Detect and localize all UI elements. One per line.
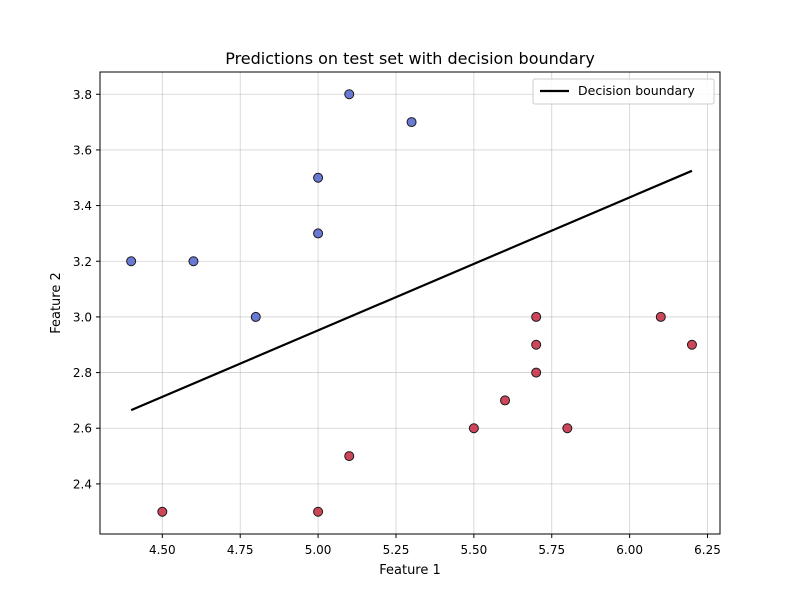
point-class-1 bbox=[531, 311, 542, 322]
x-tick-label: 5.00 bbox=[305, 543, 332, 557]
point-class-0 bbox=[344, 89, 355, 100]
x-axis-label: Feature 1 bbox=[379, 563, 441, 578]
x-tick-label: 6.25 bbox=[694, 543, 721, 557]
point-class-1 bbox=[344, 451, 355, 462]
y-tick-label: 3.6 bbox=[73, 143, 92, 157]
decision-boundary bbox=[130, 169, 693, 412]
scatter-points bbox=[126, 89, 697, 517]
y-tick-label: 3.0 bbox=[73, 310, 92, 324]
point-class-1 bbox=[531, 367, 542, 378]
point-class-0 bbox=[188, 256, 199, 267]
point-class-0 bbox=[313, 228, 324, 239]
y-axis-label: Feature 2 bbox=[49, 272, 64, 334]
point-class-1 bbox=[468, 423, 479, 434]
point-class-1 bbox=[562, 423, 573, 434]
x-tick-label: 4.50 bbox=[149, 543, 176, 557]
plot-area-frame bbox=[99, 71, 721, 535]
chart-title: Predictions on test set with decision bo… bbox=[225, 49, 595, 68]
x-tick-label: 4.75 bbox=[227, 543, 254, 557]
point-class-1 bbox=[531, 339, 542, 350]
y-tick-label: 2.6 bbox=[73, 422, 92, 436]
y-tick-label: 2.8 bbox=[73, 366, 92, 380]
x-tick-label: 5.75 bbox=[538, 543, 565, 557]
point-class-1 bbox=[655, 311, 666, 322]
point-class-1 bbox=[686, 339, 697, 350]
decision-boundary-line bbox=[130, 169, 693, 412]
legend: Decision boundary bbox=[532, 78, 715, 105]
point-class-1 bbox=[313, 506, 324, 517]
point-class-0 bbox=[406, 117, 417, 128]
x-tick-label: 5.50 bbox=[461, 543, 488, 557]
point-class-0 bbox=[250, 311, 261, 322]
point-class-1 bbox=[500, 395, 511, 406]
grid bbox=[100, 72, 720, 534]
point-class-0 bbox=[126, 256, 137, 267]
y-tick-label: 3.2 bbox=[73, 255, 92, 269]
legend-box bbox=[532, 78, 715, 105]
point-class-0 bbox=[313, 172, 324, 183]
legend-label: Decision boundary bbox=[578, 83, 695, 98]
point-class-1 bbox=[157, 506, 168, 517]
y-tick-label: 3.4 bbox=[73, 199, 92, 213]
y-tick-label: 3.8 bbox=[73, 88, 92, 102]
axis-ticks: 4.50 4.75 5.00 5.25 5.50 5.75 6.00 6.25 2.4 2.6 2.… bbox=[73, 88, 721, 557]
x-tick-label: 6.00 bbox=[616, 543, 643, 557]
y-tick-label: 2.4 bbox=[73, 477, 92, 491]
x-tick-label: 5.25 bbox=[383, 543, 410, 557]
